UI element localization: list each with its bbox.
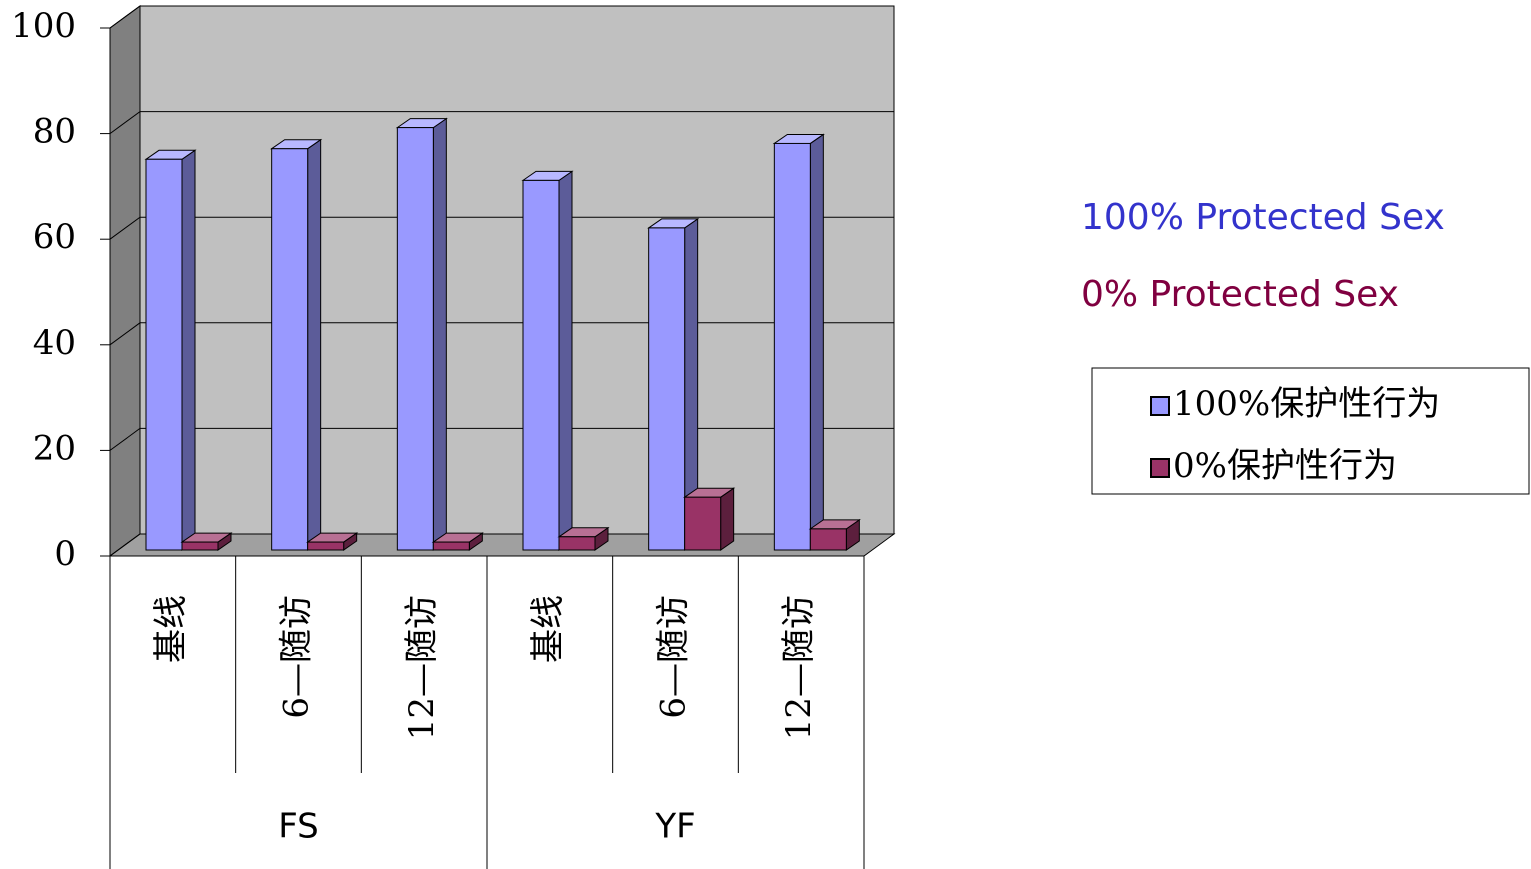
grid-line — [109, 533, 894, 557]
bar — [396, 127, 434, 551]
bar — [271, 148, 309, 551]
bar — [432, 541, 470, 551]
bar — [558, 536, 596, 551]
x-tick-label: 12—随访 — [779, 595, 819, 740]
bar-side — [809, 133, 824, 551]
annotation: 0% Protected Sex — [1081, 274, 1399, 315]
x-tick-label: 基线 — [528, 595, 568, 663]
annotation: 100% Protected Sex — [1081, 197, 1445, 238]
y-tick-label: 40 — [33, 323, 76, 363]
bar — [522, 179, 560, 551]
legend-label: 100%保护性行为 — [1173, 384, 1440, 424]
y-tick-label: 60 — [33, 217, 76, 257]
x-tick-label: 6—随访 — [277, 595, 317, 719]
bar-side — [181, 149, 196, 551]
bar-side — [720, 487, 735, 551]
bar-side — [558, 170, 573, 551]
x-tick-label: 12—随访 — [402, 595, 442, 740]
bar — [181, 541, 219, 551]
group-label: YF — [654, 807, 695, 847]
bar — [145, 158, 183, 551]
y-tick-label: 0 — [54, 534, 76, 574]
grid-line — [109, 111, 894, 135]
group-label: FS — [278, 807, 319, 847]
x-tick-label: 6—随访 — [654, 595, 694, 719]
x-tick-label: 基线 — [151, 595, 191, 663]
bar — [809, 528, 847, 551]
legend-swatch — [1150, 458, 1170, 478]
back-wall — [139, 5, 895, 535]
y-tick-label: 20 — [33, 428, 76, 468]
side-wall — [109, 5, 141, 557]
grid-line — [109, 427, 894, 451]
grid-line — [109, 216, 894, 240]
legend-swatch — [1150, 396, 1170, 416]
grid-line — [109, 5, 894, 29]
bar-side — [307, 138, 322, 551]
y-tick-label: 100 — [11, 6, 76, 46]
bar-side — [432, 117, 447, 551]
bar — [648, 227, 686, 551]
bar — [773, 142, 811, 551]
bar — [307, 541, 345, 551]
y-tick-label: 80 — [33, 112, 76, 152]
legend-label: 0%保护性行为 — [1173, 446, 1397, 486]
grid-line — [109, 322, 894, 346]
bar — [684, 496, 722, 551]
